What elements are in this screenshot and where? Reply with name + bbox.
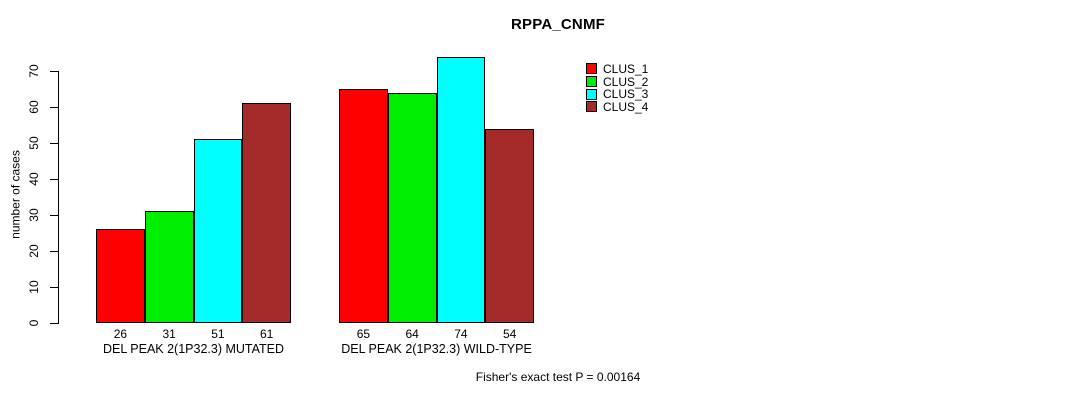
y-axis-tick (50, 214, 58, 216)
legend: CLUS_1 CLUS_2 CLUS_3 CLUS_4 (586, 63, 648, 114)
y-axis-tick (50, 70, 58, 72)
bar-value-label: 64 (405, 327, 419, 341)
y-axis-tick-label: 70 (27, 64, 41, 78)
y-axis-tick-label: 20 (27, 244, 41, 258)
legend-swatch-clus_2 (586, 76, 597, 88)
y-axis-tick (50, 178, 58, 180)
bar-clus_1-wild-type (339, 89, 388, 323)
chart-title: RPPA_CNMF (510, 16, 606, 33)
y-axis-tick (50, 322, 58, 324)
y-axis-tick-label: 10 (27, 280, 41, 294)
legend-item: CLUS_1 (586, 63, 648, 75)
bar-value-label: 31 (162, 327, 176, 341)
legend-label: CLUS_2 (603, 74, 649, 89)
y-axis-tick (50, 106, 58, 108)
y-axis-tick-label: 0 (27, 319, 41, 327)
bar-value-label: 61 (259, 327, 274, 341)
legend-label: CLUS_4 (603, 99, 649, 114)
x-axis-group-label: DEL PEAK 2(1P32.3) MUTATED (102, 342, 285, 356)
bar-clus_4-mutated (242, 103, 291, 323)
y-axis-tick-label: 60 (27, 100, 41, 114)
legend-swatch-clus_4 (586, 101, 597, 113)
bar-value-label: 54 (502, 327, 517, 341)
x-axis-group-label: DEL PEAK 2(1P32.3) WILD-TYPE (341, 342, 532, 356)
legend-label: CLUS_1 (603, 61, 649, 76)
legend-item: CLUS_3 (586, 88, 648, 100)
legend-swatch-clus_1 (586, 63, 597, 75)
y-axis-tick-label: 50 (27, 136, 41, 150)
bar-clus_3-mutated (193, 139, 243, 323)
legend-item: CLUS_2 (586, 76, 648, 88)
y-axis-tick (50, 250, 58, 252)
bar-value-label: 74 (454, 327, 468, 341)
bar-value-label: 65 (356, 327, 371, 341)
bar-clus_2-mutated (144, 211, 194, 323)
bar-clus_2-wild-type (387, 92, 437, 323)
bar-value-label: 26 (113, 327, 128, 341)
y-axis-tick-label: 40 (27, 172, 41, 186)
bar-clus_1-mutated (96, 229, 145, 323)
fisher-exact-test-annotation: Fisher's exact test P = 0.00164 (475, 370, 641, 384)
legend-swatch-clus_3 (586, 88, 597, 100)
legend-label: CLUS_3 (603, 87, 649, 102)
y-axis-tick (50, 286, 58, 288)
bar-clus_4-wild-type (485, 128, 534, 323)
y-axis-tick (50, 142, 58, 144)
bar-value-label: 51 (211, 327, 225, 341)
legend-item: CLUS_4 (586, 101, 648, 113)
y-axis-line (58, 71, 59, 324)
y-axis-tick-label: 30 (27, 208, 41, 222)
bar-clus_3-wild-type (436, 56, 486, 323)
